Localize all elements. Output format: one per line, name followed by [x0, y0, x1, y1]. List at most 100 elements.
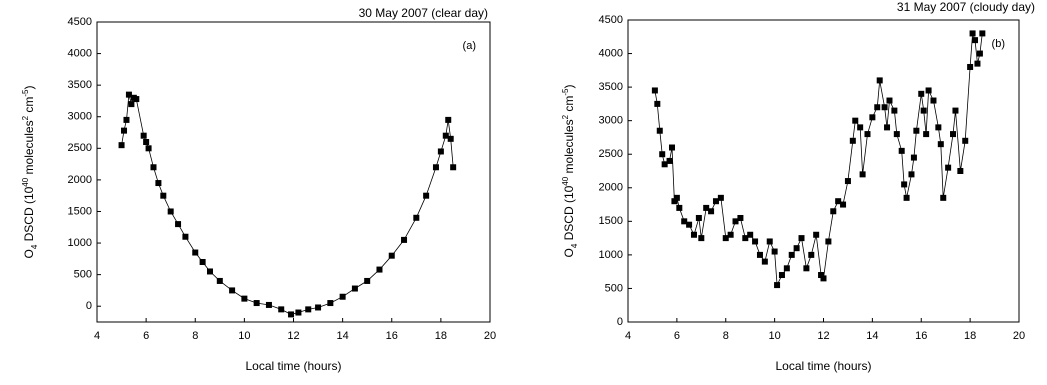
data-point — [676, 204, 683, 211]
data-point — [656, 127, 663, 134]
data-point — [774, 282, 781, 289]
data-point — [835, 198, 842, 205]
data-point — [798, 235, 805, 242]
x-tick-label: 16 — [915, 330, 927, 342]
data-point — [295, 309, 302, 316]
data-point — [876, 77, 883, 84]
series-line — [654, 33, 983, 287]
series-line — [121, 94, 454, 315]
data-point — [143, 139, 150, 145]
x-tick-label: 18 — [964, 330, 976, 342]
y-label-part: DSCD (10 — [22, 186, 36, 244]
y-label-part: 2 — [561, 114, 570, 119]
data-point — [891, 107, 898, 114]
data-point — [686, 221, 693, 228]
y-tick-label: 500 — [74, 269, 92, 281]
data-point — [668, 144, 675, 151]
data-point — [708, 208, 715, 215]
x-tick-label: 4 — [94, 330, 100, 342]
data-point — [661, 161, 668, 168]
x-tick-label: 4 — [625, 330, 631, 342]
x-axis-label: Local time (hours) — [775, 359, 871, 373]
data-point — [742, 235, 749, 242]
x-axis-label: Local time (hours) — [245, 359, 341, 373]
x-tick-label: 20 — [1013, 330, 1025, 342]
y-label-part: -5 — [21, 89, 30, 97]
data-point — [450, 164, 457, 171]
data-point — [118, 142, 125, 149]
data-point — [339, 293, 346, 300]
data-point — [229, 287, 236, 294]
y-label-part: molecules — [22, 120, 36, 177]
y-tick-label: 3000 — [68, 111, 92, 123]
y-label-part: 4 — [570, 243, 579, 248]
y-tick-label: 2000 — [599, 182, 623, 194]
x-tick-label: 12 — [817, 330, 829, 342]
x-tick-label: 10 — [238, 330, 250, 342]
x-tick-label: 6 — [143, 330, 149, 342]
data-point — [771, 248, 778, 255]
y-tick-label: 0 — [617, 316, 623, 328]
x-tick-label: 12 — [287, 330, 299, 342]
data-point — [388, 252, 395, 259]
data-point — [681, 218, 688, 225]
data-point — [962, 137, 969, 144]
data-point — [253, 300, 260, 307]
y-tick-label: 3500 — [599, 81, 623, 93]
data-point — [793, 245, 800, 252]
data-point — [974, 60, 981, 67]
data-point — [840, 201, 847, 208]
data-point — [690, 231, 697, 238]
data-point — [175, 221, 182, 228]
chart-title: 31 May 2007 (cloudy day) — [897, 0, 1035, 14]
x-tick-label: 6 — [674, 330, 680, 342]
x-tick-label: 14 — [866, 330, 878, 342]
data-point — [437, 148, 444, 155]
data-point — [967, 63, 974, 70]
data-point — [376, 266, 383, 273]
y-label-part: 2 — [21, 115, 30, 120]
data-point — [778, 272, 785, 279]
data-point — [908, 171, 915, 178]
data-point — [935, 124, 942, 131]
data-point — [969, 30, 976, 37]
y-label-part: 40 — [21, 177, 30, 186]
y-tick-label: 1500 — [68, 205, 92, 217]
data-point — [364, 277, 371, 284]
data-point — [925, 87, 932, 94]
data-point — [278, 306, 285, 313]
data-point — [305, 306, 312, 313]
data-point — [884, 124, 891, 131]
y-label-part: cm — [562, 96, 576, 115]
data-point — [160, 192, 167, 199]
data-point — [167, 208, 174, 215]
data-point — [241, 295, 248, 302]
data-point — [903, 194, 910, 201]
data-point — [445, 116, 452, 123]
plot-frame — [96, 21, 491, 323]
data-point — [732, 218, 739, 225]
data-point — [761, 258, 768, 265]
data-point — [695, 214, 702, 221]
data-point — [140, 132, 147, 139]
y-axis-label: O4 DSCD (1040 molecules2 cm-5) — [561, 85, 579, 258]
data-point — [673, 194, 680, 201]
y-tick-label: 2500 — [599, 148, 623, 160]
data-point — [216, 277, 223, 284]
y-tick-label: 3500 — [68, 79, 92, 91]
data-point — [423, 192, 430, 199]
x-tick-label: 14 — [337, 330, 349, 342]
x-tick-label: 8 — [192, 330, 198, 342]
y-label-part: 40 — [561, 176, 570, 185]
data-point — [121, 127, 128, 134]
data-point — [722, 235, 729, 242]
data-point — [818, 272, 825, 279]
data-point — [886, 97, 893, 104]
data-point — [432, 164, 439, 171]
data-point — [945, 164, 952, 171]
data-point — [857, 124, 864, 131]
data-point — [206, 268, 213, 275]
data-point — [717, 194, 724, 201]
y-tick-label: 500 — [605, 282, 623, 294]
